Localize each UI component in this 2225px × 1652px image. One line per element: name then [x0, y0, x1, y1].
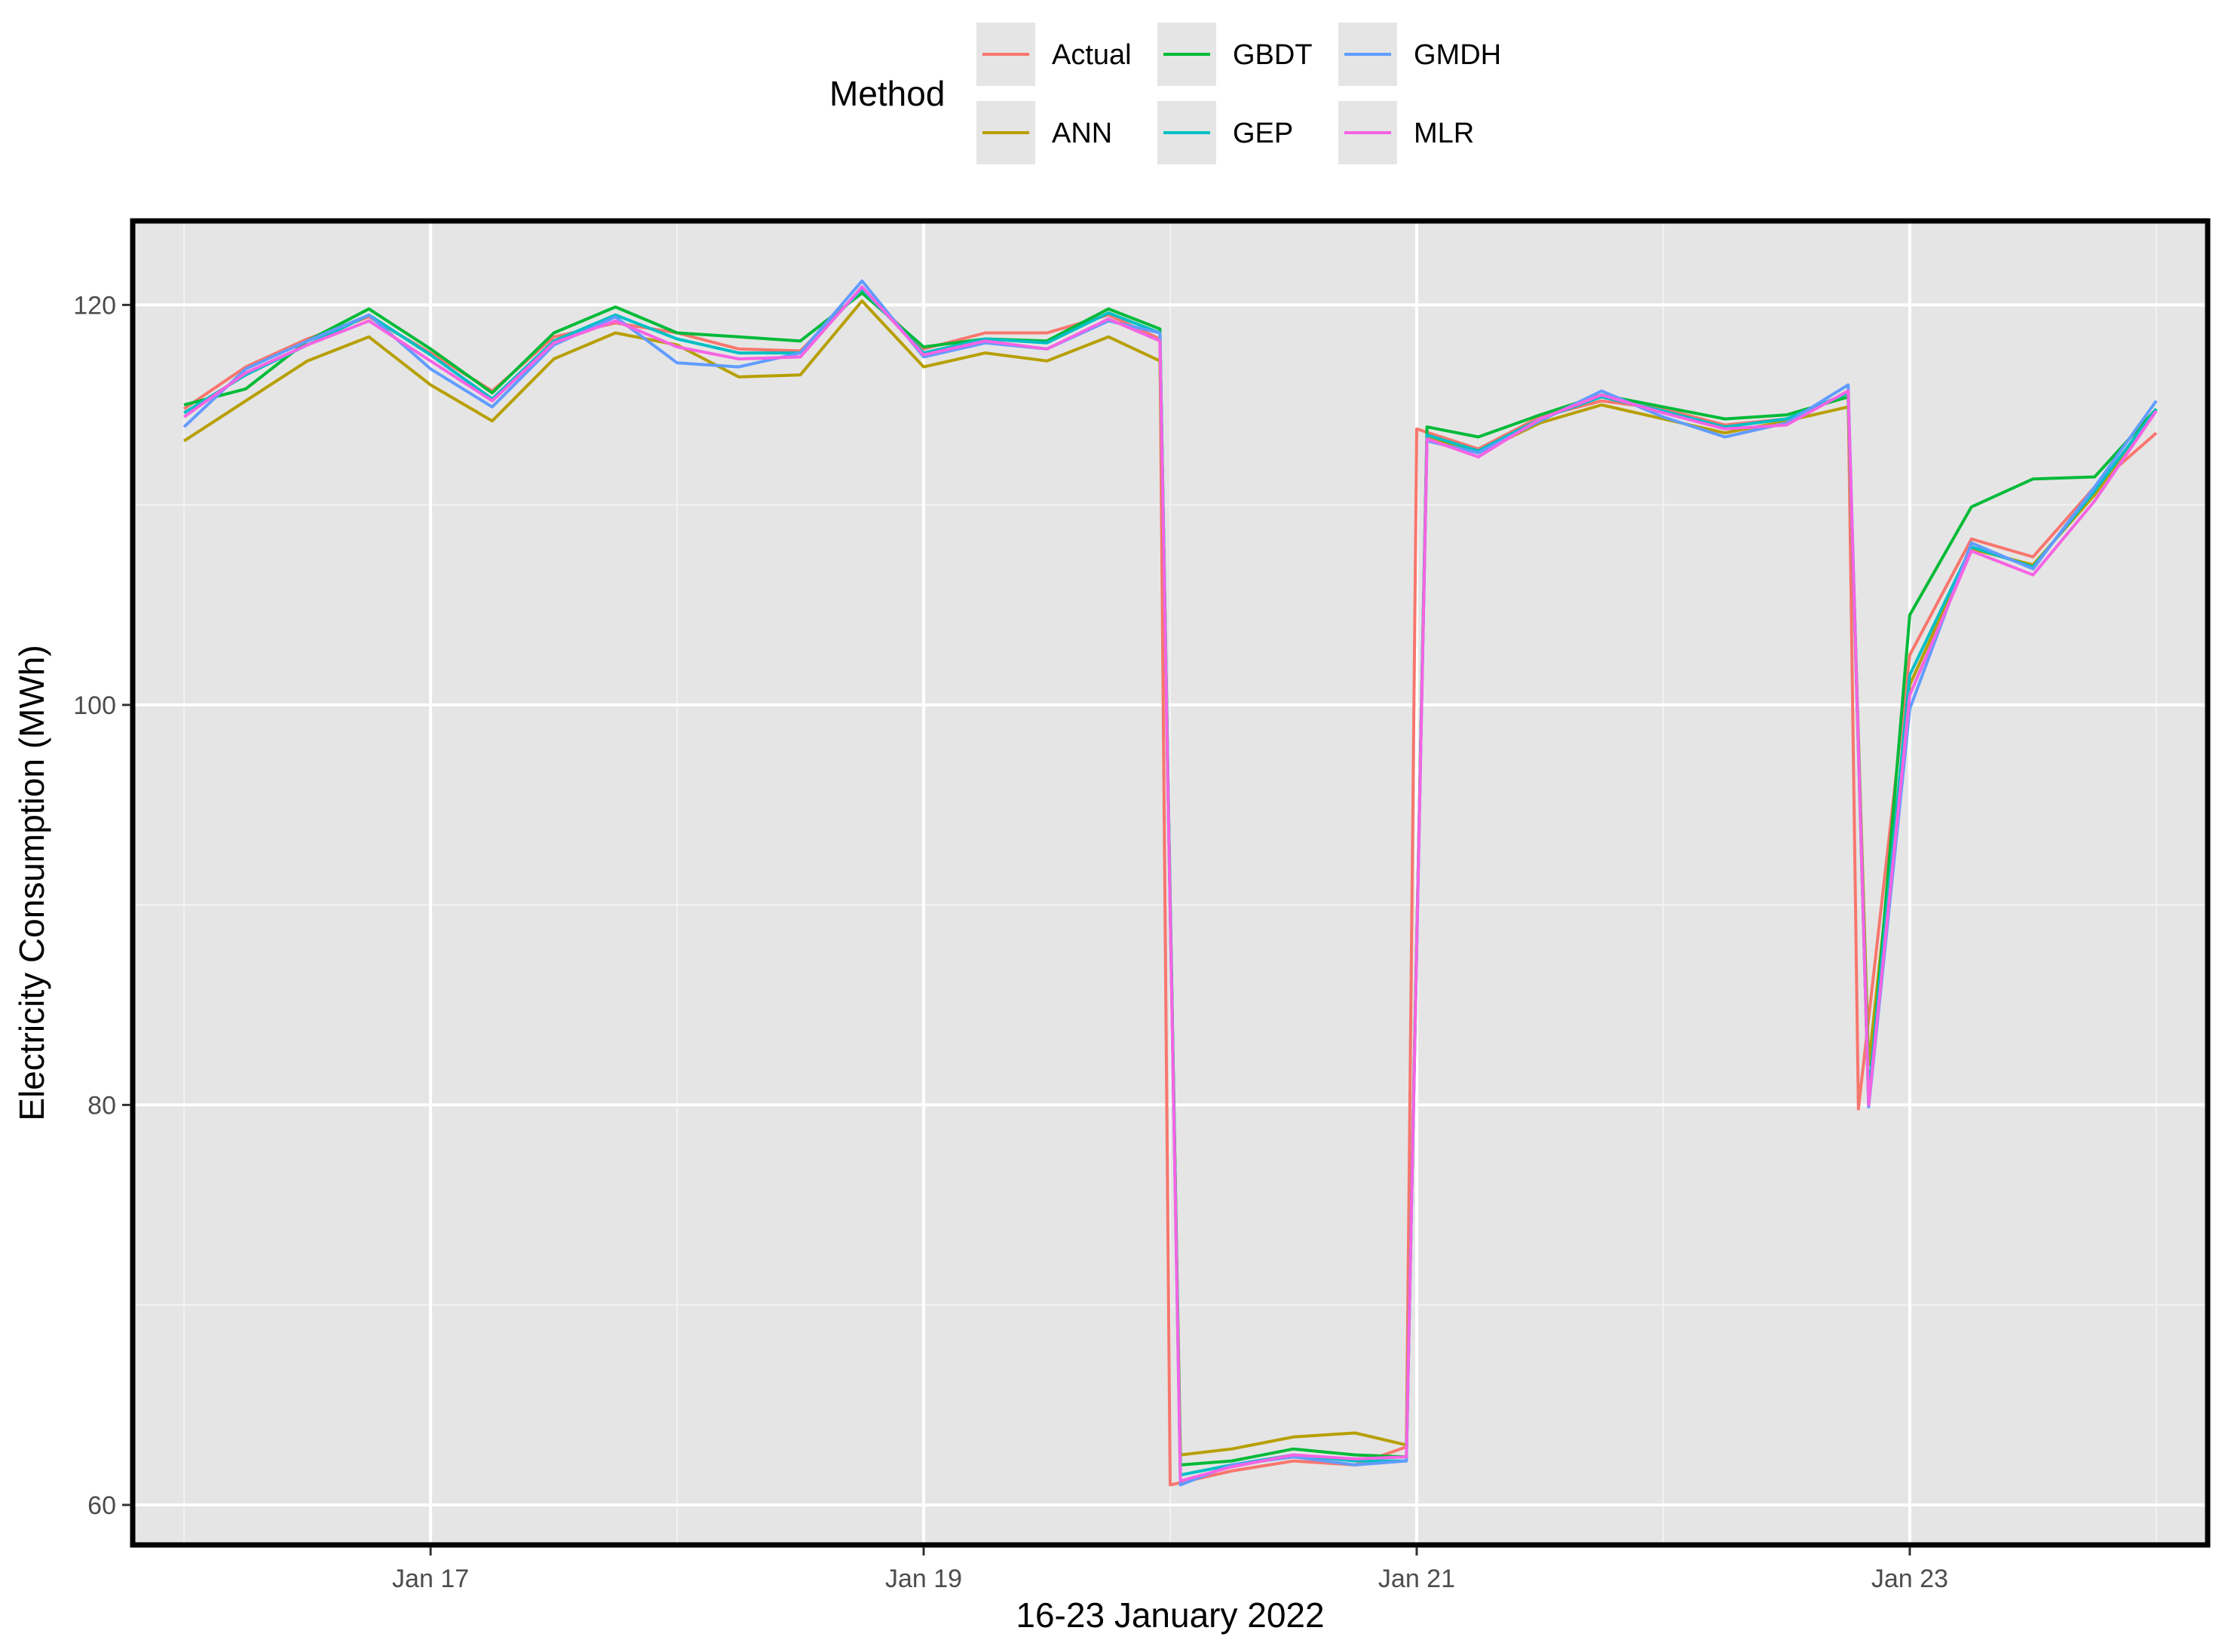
- x-tick-label: Jan 23: [1871, 1565, 1948, 1593]
- x-tick-label: Jan 17: [392, 1565, 469, 1593]
- y-axis: 60 80 100 120: [73, 291, 130, 1520]
- y-tick-label: 80: [87, 1091, 116, 1120]
- legend-label: GMDH: [1414, 39, 1501, 71]
- legend: Method Actual ANN GBDT GEP GMDH MLR: [829, 23, 1501, 164]
- y-tick-label: 100: [73, 691, 116, 720]
- legend-label: GEP: [1233, 118, 1293, 149]
- x-tick-label: Jan 19: [885, 1565, 962, 1593]
- x-axis-title: 16-23 January 2022: [1016, 1595, 1324, 1635]
- legend-title: Method: [829, 74, 945, 113]
- series-lines: [182, 279, 2158, 1487]
- legend-label: GBDT: [1233, 39, 1313, 71]
- legend-label: MLR: [1414, 118, 1474, 149]
- plot-border: [130, 218, 2211, 1548]
- y-tick-label: 60: [87, 1491, 116, 1520]
- legend-label: Actual: [1052, 39, 1132, 71]
- series-line-mlr: [182, 285, 2158, 1483]
- x-axis: Jan 17 Jan 19 Jan 21 Jan 23: [392, 1547, 1948, 1593]
- x-tick-label: Jan 21: [1378, 1565, 1455, 1593]
- y-tick-label: 120: [73, 291, 116, 320]
- legend-label: ANN: [1052, 118, 1112, 149]
- y-axis-title: Electricity Consumption (MWh): [12, 645, 51, 1120]
